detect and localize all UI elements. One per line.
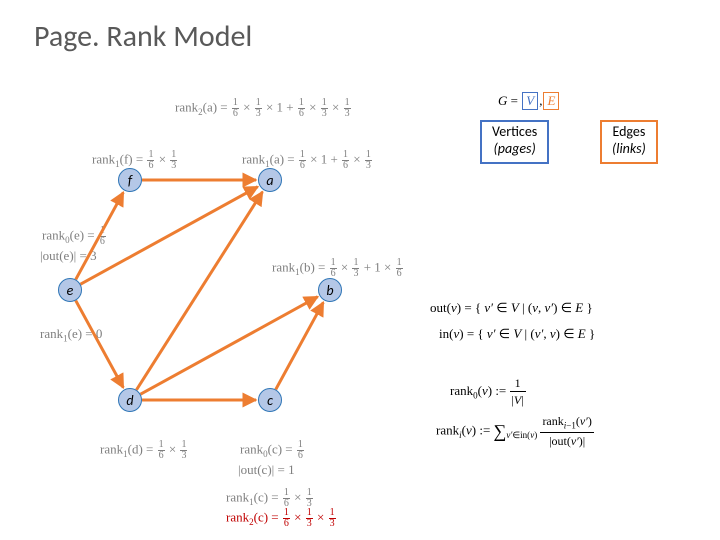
edge-e-d xyxy=(76,301,124,388)
graph-edges xyxy=(0,0,720,540)
node-d: d xyxy=(118,388,142,412)
node-e: e xyxy=(58,278,82,302)
edge-e-a xyxy=(81,187,258,284)
node-c: c xyxy=(258,388,282,412)
edge-d-b xyxy=(141,297,318,394)
node-a: a xyxy=(258,168,282,192)
node-b: b xyxy=(318,278,342,302)
node-f: f xyxy=(118,168,142,192)
edge-e-f xyxy=(76,192,124,279)
